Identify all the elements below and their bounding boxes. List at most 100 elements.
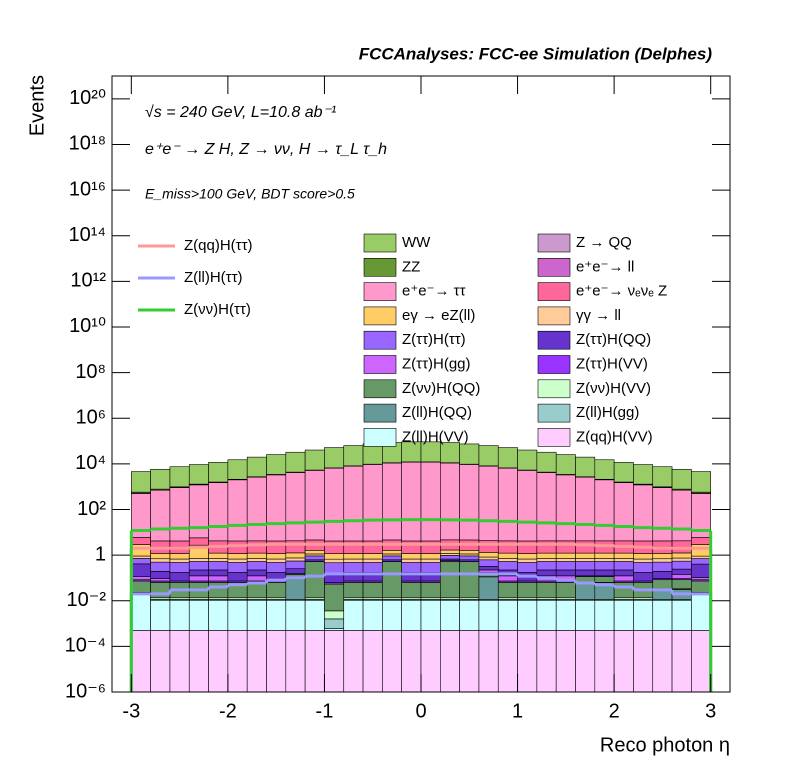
bar-segment [459,443,480,465]
bar-segment [208,552,229,559]
bar-segment [362,443,383,465]
bar-segment [150,599,171,631]
bar-segment [131,555,151,559]
x-tick-label: -3 [122,700,140,722]
bar-segment [188,558,209,562]
bar-segment [266,454,287,475]
bar-segment [401,582,422,599]
bar-segment [459,464,480,541]
legend-label: eγ → eZ(ll) [402,307,475,324]
bar-segment [343,445,364,467]
bar-segment [150,582,171,599]
bar-segment [652,561,673,572]
bar-segment [266,553,287,560]
legend-label: Z(ll)H(ττ) [184,269,243,286]
bar-segment [304,470,325,541]
bar-segment [633,572,654,582]
bar-segment [343,558,364,563]
bar-segment [575,558,596,562]
bar-segment [555,552,576,559]
bar-segment [150,553,171,560]
legend-label: Z(qq)H(VV) [576,428,653,445]
bar-segment [420,461,441,542]
bar-segment [188,561,209,571]
bar-segment [671,574,692,579]
bar-segment [266,630,287,693]
bar-segment [188,484,209,539]
bar-segment [227,558,248,563]
bar-segment [691,593,711,631]
bar-segment [246,558,267,562]
bar-segment [497,558,518,562]
bar-segment [613,569,634,577]
bar-segment [362,464,383,542]
bar-segment [594,558,615,562]
bar-segment [362,562,383,573]
bar-segment [671,468,692,490]
bar-segment [246,599,267,631]
legend-swatch [537,355,571,374]
bar-segment [440,555,460,560]
bar-segment [401,599,422,631]
y-tick-label: 10⁴ [75,452,106,474]
bar-segment [652,630,673,693]
legend-swatch [537,233,571,253]
bar-segment [671,599,692,631]
legend-label: Z → QQ [576,234,632,251]
bar-segment [555,540,576,554]
bar-segment [169,630,190,693]
bar-segment [575,569,596,577]
bar-segment [536,558,557,562]
bar-segment [536,561,557,571]
legend-label: Z(ll)H(QQ) [402,404,472,421]
bar-segment [671,557,692,562]
legend-swatch [537,306,571,326]
bar-segment [478,565,499,571]
bar-segment [131,563,151,577]
bar-segment [633,484,654,542]
bar-segment [671,630,692,693]
y-tick-label: 10⁶ [76,407,106,429]
bar-segment [304,550,325,555]
bar-segment [633,553,654,560]
bar-segment [613,482,634,542]
bar-segment [285,630,306,693]
y-tick-label: 10⁻⁴ [65,635,106,657]
bar-segment [478,540,499,553]
legend-swatch [363,403,397,423]
bar-segment [478,630,499,693]
bar-segment [517,630,538,693]
bar-segment [536,582,557,599]
bar-segment [227,459,248,480]
bar-segment [575,476,596,542]
bar-segment [459,550,480,555]
bar-segment [382,630,402,693]
bar-segment [266,474,287,542]
bar-segment [575,540,596,554]
x-tick-label: 3 [705,700,716,722]
legend-label: Z(qq)H(ττ) [184,237,253,254]
bar-segment [478,576,499,600]
legend-swatch [537,403,571,423]
legend-swatch [363,233,397,253]
bar-segment [594,561,615,571]
bar-segment [478,599,499,631]
bar-segment [285,552,306,559]
bar-segment [208,462,229,483]
bar-segment [420,582,441,599]
bar-segment [362,553,383,560]
bar-segment [362,599,383,631]
bar-segment [208,569,229,577]
bar-segment [382,599,402,631]
bar-segment [517,449,538,471]
bar-segment [227,562,248,573]
bar-segment [594,552,615,559]
bar-segment [555,454,576,475]
bar-segment [227,630,248,693]
bar-segment [401,461,422,542]
legend-label: Z(ττ)H(QQ) [576,331,651,348]
bar-segment [440,549,460,554]
bar-segment [478,559,499,567]
bar-segment [497,467,518,542]
